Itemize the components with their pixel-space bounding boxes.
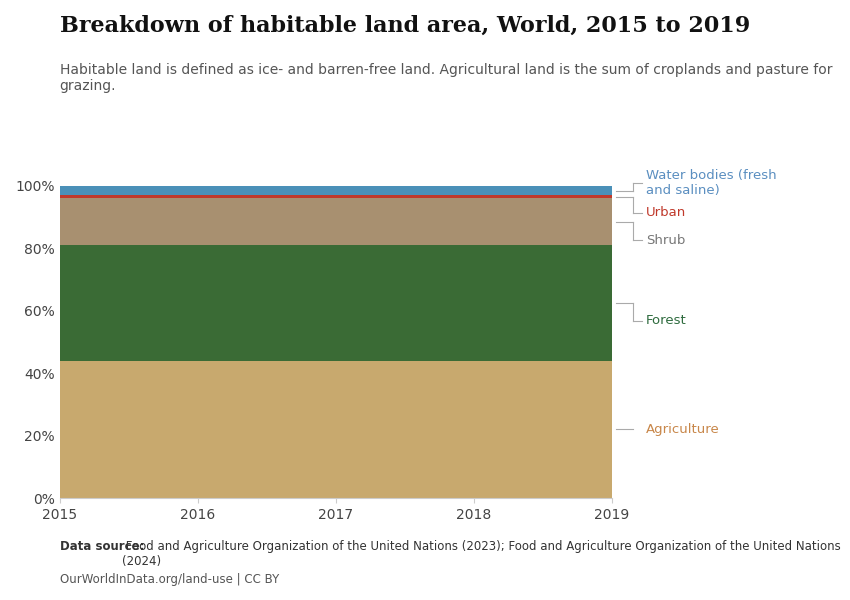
Text: Breakdown of habitable land area, World, 2015 to 2019: Breakdown of habitable land area, World,… <box>60 15 750 37</box>
Text: Agriculture: Agriculture <box>646 422 720 436</box>
Text: Food and Agriculture Organization of the United Nations (2023); Food and Agricul: Food and Agriculture Organization of the… <box>122 540 841 568</box>
Text: Shrub: Shrub <box>646 233 685 247</box>
Text: Data source:: Data source: <box>60 540 144 553</box>
Text: in Data: in Data <box>705 44 753 57</box>
Text: OurWorldInData.org/land-use | CC BY: OurWorldInData.org/land-use | CC BY <box>60 573 279 586</box>
Text: Our World: Our World <box>695 28 762 41</box>
Text: Habitable land is defined as ice- and barren-free land. Agricultural land is the: Habitable land is defined as ice- and ba… <box>60 63 832 93</box>
Text: Urban: Urban <box>646 206 686 220</box>
Text: Forest: Forest <box>646 314 687 328</box>
Text: Water bodies (fresh
and saline): Water bodies (fresh and saline) <box>646 169 777 197</box>
